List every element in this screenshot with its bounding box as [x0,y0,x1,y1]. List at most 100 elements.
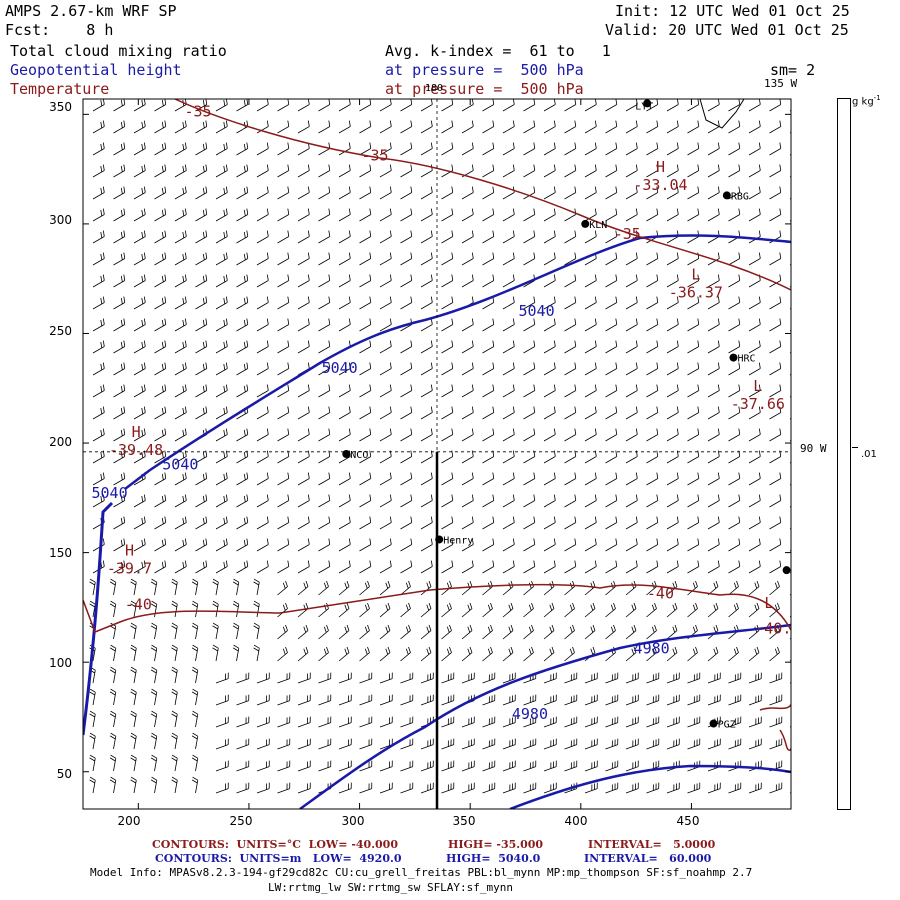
wind-barb [666,120,679,134]
wind-barb [174,318,187,332]
wind-barb [584,694,598,706]
wind-barb [748,120,761,134]
wind-barb [215,252,228,266]
wind-barb [338,580,350,596]
wind-barb [420,384,433,398]
wind-barb [461,716,475,728]
wind-barb [400,406,413,420]
wind-barb [707,384,720,398]
wind-barb [420,560,433,574]
wind-barb [441,760,455,772]
wind-barb [256,252,269,266]
wind-barb [441,406,454,420]
wind-barb [130,710,137,728]
wind-barb [687,362,700,376]
wind-barb [502,738,516,750]
height-contour-label: 4980 [634,639,670,657]
wind-barb [236,208,249,222]
wind-barb [625,142,638,156]
wind-barb [113,164,126,178]
wind-barb [338,672,352,684]
wind-barb [646,208,659,222]
wind-barb [256,472,269,486]
wind-barb [297,782,311,794]
wind-barb [584,450,597,464]
wind-barb [625,186,638,200]
wind-barb [564,694,578,706]
wind-barb [789,285,791,288]
wind-barb [666,318,679,332]
wind-barb [707,672,721,684]
wind-barb [707,538,720,552]
wind-barb [523,252,536,266]
wind-barb [728,450,741,464]
wind-barb [789,241,791,244]
wind-barb [543,580,555,596]
wind-barb [154,384,167,398]
wind-barb [133,318,146,332]
wind-barb [728,672,742,684]
wind-barb [584,516,597,530]
height-contour-line [83,501,114,736]
wind-barb [420,296,433,310]
wind-barb [584,428,597,442]
wind-barb [646,406,659,420]
wind-barb [523,450,536,464]
wind-barb [523,406,536,420]
wind-barb [748,428,761,442]
wind-barb [318,760,332,772]
extremum-letter: L [764,594,773,612]
wind-barb [441,624,452,640]
wind-barb [769,560,782,574]
wind-barb [215,296,228,310]
wind-barb [130,754,137,772]
wind-barb [338,164,351,178]
wind-barb [133,428,146,442]
wind-barb [150,622,158,640]
wind-barb [133,164,146,178]
wind-barb [420,208,433,222]
wind-barb [482,716,496,728]
wind-barb [728,186,741,200]
wind-barb [707,406,720,420]
wind-barb [215,318,228,332]
wind-barb [502,340,515,354]
wind-barb [174,340,187,354]
wind-barb [277,164,290,178]
wind-barb [564,164,577,178]
wind-barb [236,672,250,684]
wind-barb [215,230,228,244]
wind-barb [687,428,700,442]
wind-barb [420,99,433,112]
wind-barb [195,120,208,134]
wind-barb [195,472,208,486]
wind-barb [256,538,269,552]
wind-barb [441,428,454,442]
wind-barb [379,580,391,596]
wind-barb [133,208,146,222]
wind-barb [195,494,208,508]
wind-barb [113,560,126,574]
wind-barb [113,274,126,288]
wind-barb [625,516,638,530]
height-contour-label: 4980 [512,705,548,723]
wind-barb [400,340,413,354]
wind-barb [605,760,619,772]
wind-barb [318,274,331,288]
wind-barb [150,578,158,596]
station-label: PGZ [718,720,736,731]
wind-barb [215,99,228,112]
wind-barb [605,296,618,310]
wind-barb [482,208,495,222]
wind-barb [584,406,597,420]
station-label: Henry [443,535,473,546]
wind-barb [297,760,311,772]
wind-barb [605,252,618,266]
wind-barb [191,578,199,596]
wind-barb [687,782,701,794]
wind-barb [523,230,536,244]
wind-barb [769,99,782,112]
wind-barb [109,754,117,772]
wind-barb [625,738,639,750]
wind-barb [191,622,199,640]
